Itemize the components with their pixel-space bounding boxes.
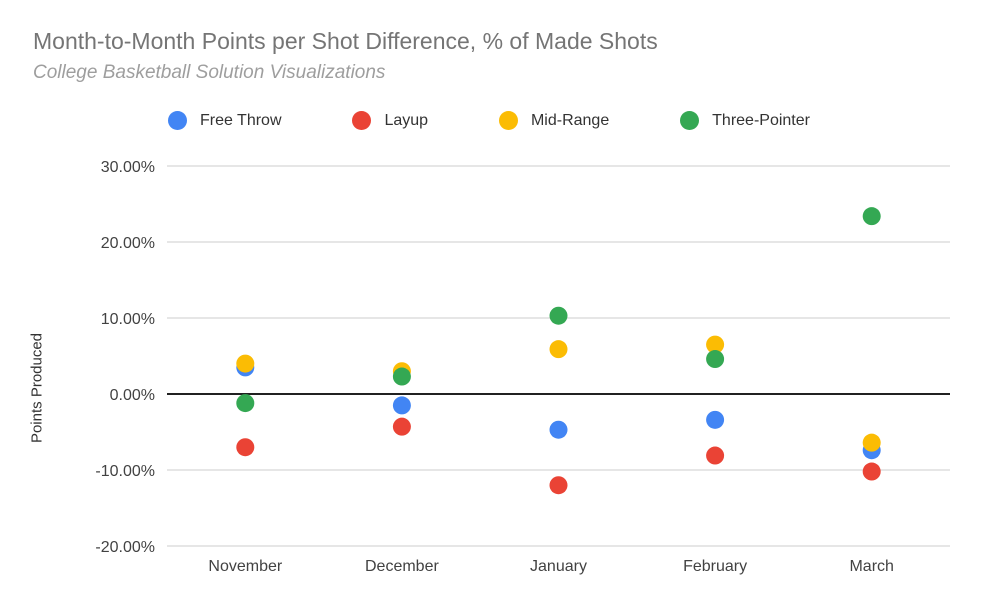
y-tick-label: 30.00% [101,159,155,176]
legend-swatch-free-throw [168,111,187,130]
legend-item-layup[interactable]: Layup [352,111,428,130]
point-three-pointer-november[interactable] [236,394,255,413]
point-mid-range-january[interactable] [549,340,568,359]
legend: Free Throw Layup Mid-Range Three-Pointer [168,111,810,130]
point-layup-february[interactable] [706,446,725,465]
point-three-pointer-march[interactable] [862,207,881,226]
legend-item-three-pointer[interactable]: Three-Pointer [680,111,810,130]
chart-title: Month-to-Month Points per Shot Differenc… [33,28,658,54]
legend-swatch-three-pointer [680,111,700,130]
point-mid-range-november[interactable] [236,354,255,373]
legend-item-free-throw[interactable]: Free Throw [168,111,282,130]
legend-label: Mid-Range [530,111,610,129]
chart-subtitle: College Basketball Solution Visualizatio… [33,62,386,83]
point-mid-range-february[interactable] [706,335,725,354]
point-three-pointer-december[interactable] [392,367,411,386]
x-tick-label-january: January [530,558,587,575]
legend-label: Three-Pointer [712,111,810,129]
legend-swatch-layup [352,111,372,130]
x-tick-label-february: February [683,558,747,575]
y-tick-label: -20.00% [95,539,155,556]
point-free-throw-february[interactable] [706,410,725,429]
x-tick-label-november: November [208,558,282,575]
point-layup-march[interactable] [862,462,881,481]
y-tick-label: -10.00% [95,463,155,480]
point-three-pointer-february[interactable] [706,350,725,369]
legend-item-mid-range[interactable]: Mid-Range [498,111,610,130]
point-free-throw-december[interactable] [392,396,411,415]
y-tick-label: 0.00% [110,387,155,404]
point-layup-november[interactable] [236,438,255,457]
y-tick-label: 10.00% [101,311,155,328]
legend-label: Free Throw [200,111,282,129]
x-tick-label-december: December [365,558,439,575]
point-three-pointer-january[interactable] [549,306,568,325]
legend-swatch-mid-range [498,111,518,130]
y-tick-label: 20.00% [101,235,155,252]
x-tick-label-march: March [849,558,893,575]
point-free-throw-january[interactable] [549,420,568,439]
point-mid-range-march[interactable] [862,433,881,452]
point-layup-january[interactable] [549,476,568,495]
legend-label: Layup [384,111,429,129]
point-layup-december[interactable] [392,417,411,436]
